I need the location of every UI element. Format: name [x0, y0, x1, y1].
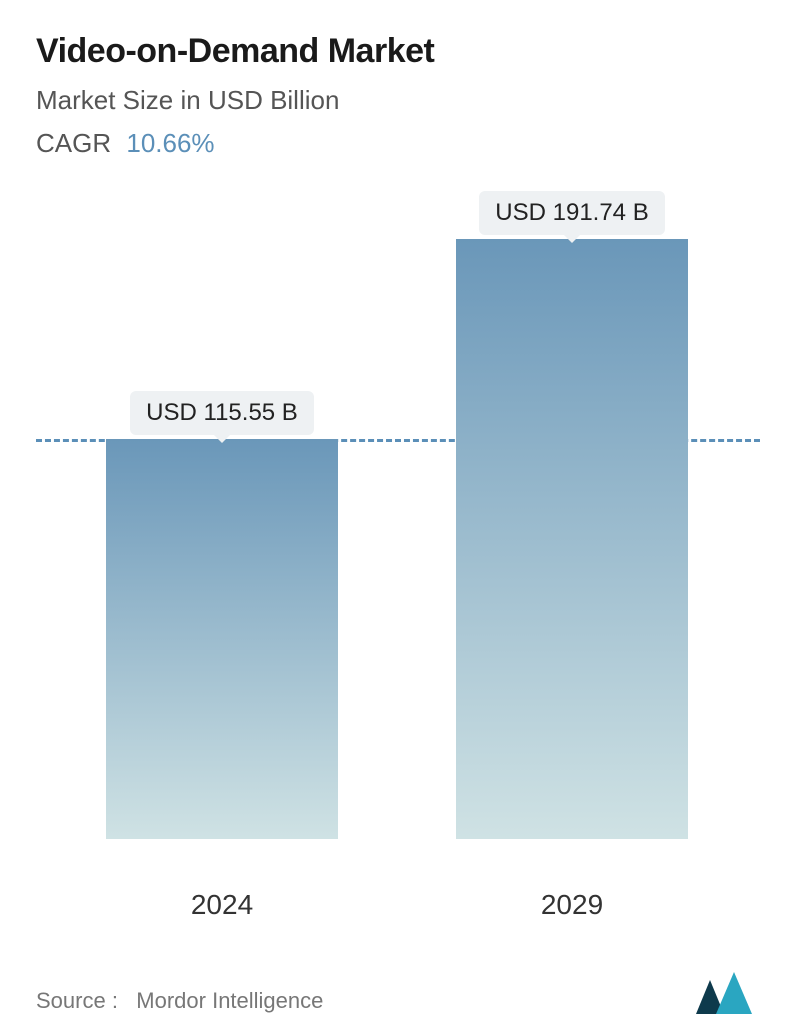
- bar-group: USD 191.74 B: [456, 191, 688, 839]
- brand-logo-icon: [696, 972, 760, 1014]
- cagr-label: CAGR: [36, 128, 111, 158]
- x-axis-label: 2029: [541, 889, 603, 921]
- cagr-value: 10.66%: [126, 128, 214, 158]
- bar: [106, 439, 338, 839]
- source-name: Mordor Intelligence: [136, 988, 323, 1013]
- chart-subtitle: Market Size in USD Billion: [36, 85, 760, 116]
- chart-title: Video-on-Demand Market: [36, 32, 760, 71]
- bar-chart: 20242029 USD 115.55 BUSD 191.74 B: [36, 179, 760, 899]
- bar-group: USD 115.55 B: [106, 391, 338, 839]
- source-label: Source :: [36, 988, 118, 1013]
- value-badge: USD 115.55 B: [130, 391, 314, 435]
- cagr-line: CAGR 10.66%: [36, 128, 760, 159]
- value-badge: USD 191.74 B: [479, 191, 664, 235]
- source-text: Source : Mordor Intelligence: [36, 988, 323, 1014]
- x-axis-label: 2024: [191, 889, 253, 921]
- chart-footer: Source : Mordor Intelligence: [36, 956, 760, 1014]
- bar: [456, 239, 688, 839]
